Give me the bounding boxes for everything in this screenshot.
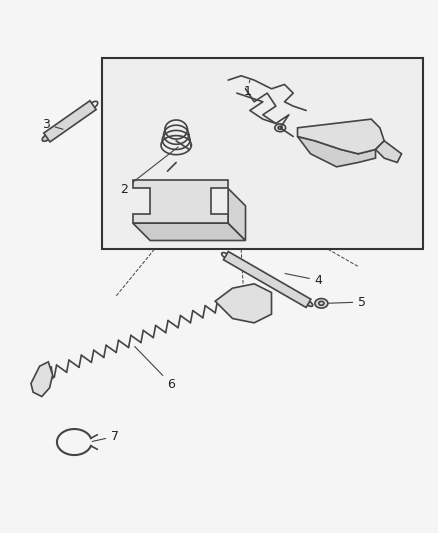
Text: 1: 1 — [243, 80, 251, 98]
Polygon shape — [297, 136, 374, 167]
Text: 3: 3 — [42, 118, 63, 131]
Polygon shape — [223, 252, 310, 308]
Text: 2: 2 — [120, 147, 178, 196]
Polygon shape — [215, 284, 271, 323]
Ellipse shape — [42, 134, 52, 141]
Polygon shape — [44, 101, 96, 142]
Ellipse shape — [304, 300, 312, 306]
Polygon shape — [133, 180, 228, 223]
Text: 4: 4 — [284, 273, 322, 287]
Polygon shape — [102, 59, 422, 249]
Polygon shape — [41, 367, 53, 380]
Text: 6: 6 — [134, 346, 175, 391]
Polygon shape — [297, 119, 383, 154]
Ellipse shape — [314, 298, 327, 308]
Text: 7: 7 — [92, 430, 119, 443]
Polygon shape — [31, 362, 53, 397]
Polygon shape — [374, 141, 401, 163]
Polygon shape — [228, 189, 245, 240]
Polygon shape — [133, 223, 245, 240]
Text: 5: 5 — [328, 295, 365, 309]
